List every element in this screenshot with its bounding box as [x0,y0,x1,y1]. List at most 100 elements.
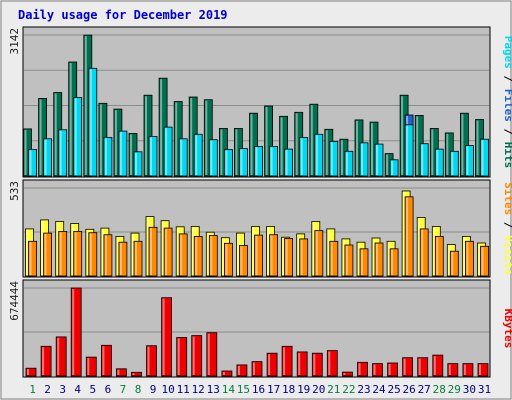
day-label-19: 19 [297,383,310,396]
bar-highlight [71,224,74,275]
bar-sites-19 [299,238,309,277]
bar-highlight [192,336,195,375]
bar-highlight [180,234,183,275]
bar-highlight [373,364,376,375]
bar-highlight [57,337,60,375]
bar-highlight [330,142,333,175]
bar-highlight [391,160,394,175]
bar-highlight [177,338,180,375]
bar-sites-23 [359,248,369,277]
day-label-18: 18 [282,383,295,396]
bar-highlight [89,233,92,275]
bar-kbytes-10 [161,297,173,377]
bar-highlight [210,236,213,275]
bar-highlight [150,137,152,175]
bar-kbytes-12 [191,335,203,377]
bar-sites-26 [404,196,414,277]
bar-hits-9 [143,94,153,177]
bar-pages-11 [178,138,188,177]
bar-kbytes-4 [70,287,82,377]
bar-highlight [240,246,243,275]
bar-highlight [285,150,288,175]
bar-pages-1 [28,149,37,177]
bar-highlight [132,234,134,275]
panel-middle: 533 Sites / Visits [8,179,512,278]
day-label-14: 14 [222,383,236,396]
bar-kbytes-8 [131,371,142,377]
bar-kbytes-28 [432,354,444,377]
bar-kbytes-22 [341,371,353,377]
legend-separator: / [502,122,512,142]
bar-highlight [240,149,243,175]
bar-highlight [466,242,469,275]
bar-pages-24 [374,143,384,177]
day-label-11: 11 [177,383,190,396]
bar-highlight [102,346,105,375]
bar-highlight [371,123,373,175]
day-label-21: 21 [327,383,340,396]
bar-highlight [313,354,316,375]
bar-highlight [74,98,77,175]
day-label-17: 17 [267,383,280,396]
bar-hits-30 [459,112,469,177]
bar-highlight [463,364,466,375]
bar-highlight [373,239,375,275]
bar-kbytes-30 [462,363,474,377]
bar-highlight [448,364,451,375]
bar-highlight [283,347,286,375]
bar-sites-16 [254,234,263,277]
bar-highlight [39,99,42,175]
bar-sites-7 [118,241,128,277]
bar-highlight [451,152,454,175]
bar-sites-25 [389,248,399,277]
bar-highlight [328,351,331,375]
bar-sites-28 [434,235,444,277]
bar-highlight [237,365,240,375]
bar-highlight [416,116,419,175]
bar-pages-23 [359,142,369,177]
bar-highlight [285,239,288,275]
bar-highlight [225,244,228,275]
day-label-4: 4 [74,383,81,396]
bar-kbytes-19 [296,351,308,377]
bar-highlight [44,234,47,275]
bar-highlight [117,369,120,375]
bar-highlight [255,236,258,275]
bar-highlight [237,234,240,275]
bar-highlight [265,107,268,175]
bar-sites-8 [133,240,143,277]
bar-sites-5 [88,232,98,277]
bar-highlight [481,140,484,175]
bar-pages-14 [223,149,233,177]
panel-bottom: 674444 KBytes [8,279,512,378]
bar-highlight [130,134,132,175]
bar-highlight [253,362,255,375]
legend-separator: / [502,215,512,235]
bar-highlight [135,152,137,175]
bar-kbytes-1 [25,367,37,377]
bar-sites-2 [43,232,52,277]
bar-highlight [433,227,436,275]
bar-highlight [403,358,406,375]
bar-sites-4 [73,230,83,277]
bar-highlight [327,229,330,275]
bar-pages-13 [208,139,218,177]
bar-kbytes-18 [281,345,293,377]
bar-highlight [119,243,122,275]
legend-entry-pages: Pages [502,36,512,69]
bar-highlight [114,110,117,175]
bar-highlight [250,114,253,175]
bar-pages-8 [133,151,143,177]
bar-highlight [116,237,119,275]
bar-highlight [270,235,273,275]
bar-highlight [343,373,346,375]
bar-highlight [315,231,318,275]
bar-highlight [345,152,348,175]
bar-highlight [361,143,363,175]
bar-highlight [376,244,378,275]
bar-sites-1 [28,240,37,277]
bar-highlight [145,96,147,175]
bar-highlight [119,132,122,175]
bar-highlight [418,218,421,275]
bar-sites-12 [193,235,203,277]
